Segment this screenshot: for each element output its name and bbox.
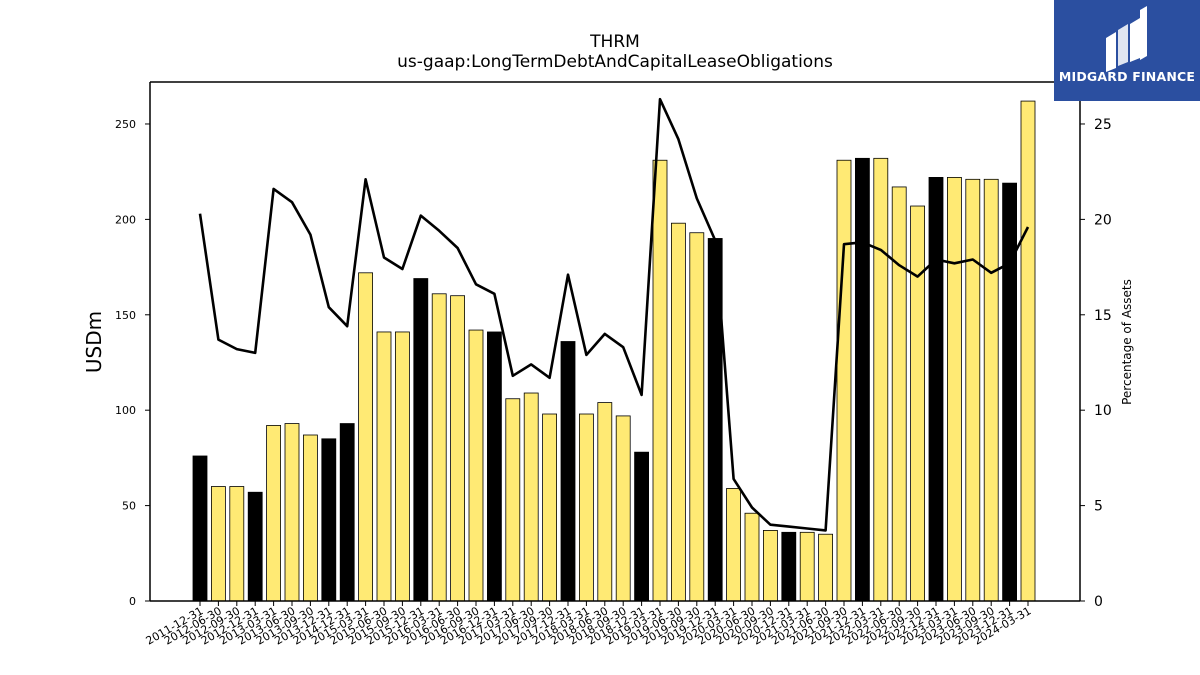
bar [284, 423, 300, 602]
chart-title: THRM [590, 32, 640, 52]
bar [505, 398, 521, 602]
y-tick-label-right: 10 [1094, 403, 1112, 419]
bar [689, 232, 705, 602]
bar [615, 415, 631, 602]
y-tick-label-left: 200 [115, 213, 136, 226]
logo-text: MIDGARD FINANCE [1058, 69, 1196, 84]
bar [468, 329, 484, 602]
y-tick-label-left: 50 [122, 500, 136, 513]
bar [266, 425, 282, 602]
y-tick-label-left: 250 [115, 118, 136, 131]
bar [394, 331, 410, 602]
y-axis-label-left: USDm [82, 310, 106, 374]
y-axis-label-right: Percentage of Assets [1120, 279, 1134, 405]
bar [597, 402, 613, 602]
bar [339, 423, 355, 602]
bar [542, 413, 557, 602]
percentage-line [198, 97, 1030, 532]
y-tick-label-left: 100 [115, 404, 136, 417]
bar [560, 341, 576, 602]
bar [634, 451, 649, 602]
bar [229, 486, 245, 602]
logo-mark-icon [1106, 6, 1147, 72]
bar [358, 272, 374, 602]
y-tick-label-right: 15 [1094, 308, 1112, 324]
bar [652, 159, 668, 602]
bar [579, 413, 594, 602]
bar [321, 438, 337, 602]
bar [523, 392, 539, 602]
bar [450, 295, 466, 602]
axes-group: 05010015020025005101520252011-12-312012-… [115, 81, 1112, 648]
bar [818, 533, 833, 602]
bar [210, 486, 226, 602]
y-tick-label-right: 25 [1094, 117, 1112, 133]
line-group [198, 97, 1030, 532]
bar [965, 178, 981, 602]
bar [376, 331, 392, 602]
bar [763, 530, 778, 602]
bar [983, 178, 999, 602]
y-tick-label-right: 0 [1094, 594, 1103, 610]
bar [928, 177, 944, 602]
bar [910, 205, 925, 602]
bar [671, 222, 686, 602]
bar [431, 293, 447, 602]
bar [744, 512, 760, 602]
bar [1002, 182, 1017, 602]
bar [726, 488, 741, 602]
brand-logo: MIDGARD FINANCE [1054, 0, 1200, 101]
bar [781, 531, 797, 602]
bar [1020, 100, 1036, 602]
bar [247, 491, 263, 602]
bar [302, 434, 318, 602]
bar [413, 278, 429, 602]
y-tick-label-right: 20 [1094, 212, 1112, 228]
bar [891, 186, 907, 602]
bar [799, 531, 815, 602]
bar [192, 455, 208, 602]
y-tick-label-right: 5 [1094, 499, 1103, 515]
bar [873, 157, 889, 602]
y-tick-label-left: 150 [115, 309, 136, 322]
bar [836, 159, 852, 602]
bar [855, 157, 870, 602]
bar [947, 177, 962, 602]
y-tick-label-left: 0 [129, 595, 136, 608]
bars-group [192, 100, 1036, 602]
bar [486, 331, 502, 602]
chart-subtitle: us-gaap:LongTermDebtAndCapitalLeaseOblig… [397, 52, 833, 72]
